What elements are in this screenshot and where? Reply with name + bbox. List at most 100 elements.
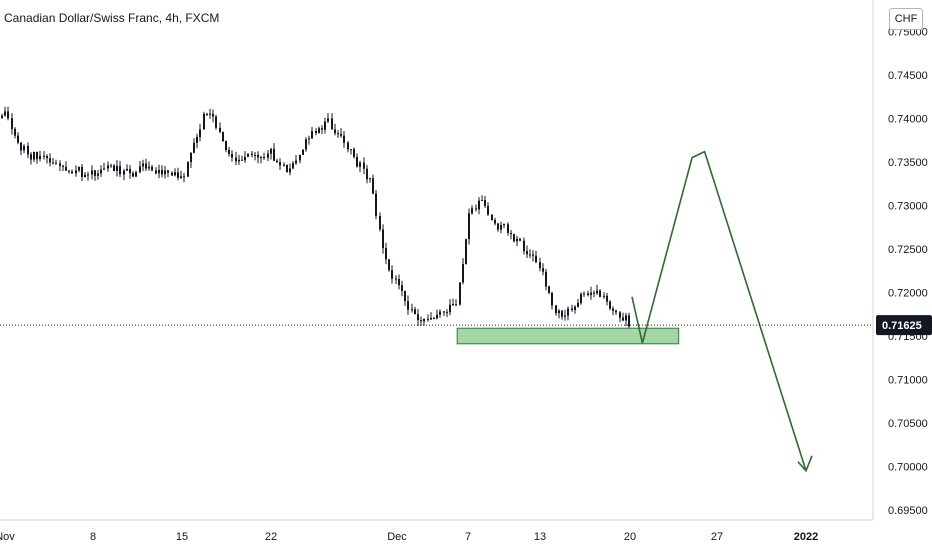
y-tick-label: 0.73500 — [888, 157, 928, 169]
candle-body — [87, 174, 89, 176]
time-axis[interactable]: Nov 8 15 22 Dec 7 13 20 27 2022 — [0, 531, 818, 543]
candle-body — [593, 292, 595, 294]
currency-badge[interactable]: CHF — [889, 8, 923, 30]
x-tick-label: 15 — [176, 531, 188, 543]
candle-body — [20, 142, 22, 151]
candle-body — [103, 168, 105, 170]
candle-body — [494, 220, 496, 224]
candle-body — [164, 170, 166, 175]
candle-body — [580, 293, 582, 303]
candle-body — [519, 238, 521, 241]
candle-body — [619, 312, 621, 318]
candle-body — [340, 133, 342, 136]
candle-body — [305, 139, 307, 150]
candle-body — [375, 193, 377, 216]
candle-body — [62, 165, 64, 167]
candle-body — [363, 162, 365, 169]
candle-body — [481, 200, 483, 201]
candle-body — [590, 292, 592, 295]
candle-body — [225, 141, 227, 150]
candle-body — [539, 262, 541, 269]
candle-body — [7, 111, 9, 119]
zone-layer — [456, 327, 680, 345]
candle-body — [449, 304, 451, 313]
candle-body — [523, 240, 525, 252]
candle-body — [183, 176, 185, 178]
x-tick-label: 13 — [534, 531, 546, 543]
candle-body — [404, 290, 406, 301]
candle-body — [206, 113, 208, 115]
candle-body — [577, 302, 579, 307]
candle-body — [542, 268, 544, 272]
candle-body — [558, 310, 560, 314]
candle-body — [510, 233, 512, 235]
y-tick-label: 0.72000 — [888, 288, 928, 300]
candle-body — [209, 113, 211, 115]
candle-body — [385, 248, 387, 260]
candle-body — [475, 208, 477, 210]
candle-body — [478, 200, 480, 210]
candles-layer — [1, 106, 630, 331]
candle-body — [244, 156, 246, 161]
candle-body — [36, 152, 38, 160]
candle-body — [433, 318, 435, 319]
candle-body — [318, 128, 320, 133]
candle-body — [180, 176, 182, 178]
candle-body — [283, 164, 285, 166]
candle-body — [199, 129, 201, 137]
candle-body — [174, 172, 176, 176]
candle-body — [427, 318, 429, 320]
candle-body — [158, 169, 160, 174]
candle-body — [257, 154, 259, 158]
candle-body — [471, 208, 473, 214]
candle-body — [337, 133, 339, 135]
candle-body — [289, 168, 291, 173]
candle-body — [366, 168, 368, 180]
candle-body — [315, 131, 317, 133]
candle-body — [571, 308, 573, 310]
candle-body — [267, 153, 269, 158]
projection-path — [631, 150, 807, 472]
candle-body — [91, 170, 93, 175]
candle-body — [503, 224, 505, 226]
candle-body — [231, 154, 233, 158]
candle-body — [414, 309, 416, 315]
candle-body — [321, 128, 323, 130]
candle-body — [603, 295, 605, 297]
y-tick-label: 0.71000 — [888, 375, 928, 387]
x-tick-label: 22 — [265, 531, 277, 543]
candle-body — [299, 154, 301, 161]
candle-body — [529, 254, 531, 256]
candle-body — [343, 135, 345, 143]
candle-body — [452, 304, 454, 306]
candle-body — [39, 155, 41, 160]
candle-body — [487, 205, 489, 215]
candle-body — [46, 156, 48, 159]
last-price-tag — [876, 315, 932, 336]
candle-body — [347, 142, 349, 150]
candle-body — [129, 168, 131, 174]
candle-body — [417, 314, 419, 321]
candle-body — [123, 170, 125, 175]
candle-body — [59, 163, 61, 166]
candle-body — [407, 301, 409, 310]
candle-body — [43, 155, 45, 157]
candle-body — [65, 166, 67, 171]
candle-body — [295, 160, 297, 164]
candle-body — [55, 162, 57, 164]
candle-body — [302, 149, 304, 155]
candle-body — [203, 113, 205, 130]
candle-body — [292, 163, 294, 169]
candle-body — [372, 178, 374, 194]
candle-body — [1, 115, 3, 118]
candle-body — [33, 152, 35, 160]
candle-body — [420, 320, 422, 322]
candle-body — [423, 318, 425, 322]
candle-body — [561, 310, 563, 317]
candle-body — [81, 166, 83, 177]
candle-body — [535, 255, 537, 263]
candle-body — [78, 166, 80, 171]
y-tick-label: 0.72500 — [888, 244, 928, 256]
projection-arrowhead — [797, 455, 813, 473]
